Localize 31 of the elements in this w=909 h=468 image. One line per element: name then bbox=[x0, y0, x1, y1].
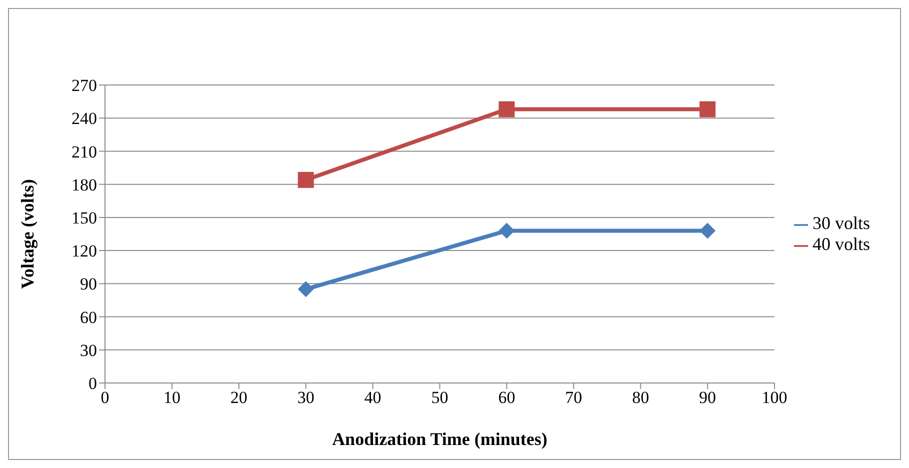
x-tick-label: 90 bbox=[699, 388, 716, 408]
x-tick-label: 60 bbox=[498, 388, 516, 408]
point bbox=[298, 281, 314, 298]
y-tick-label: 90 bbox=[80, 274, 97, 294]
point bbox=[700, 222, 716, 239]
point bbox=[298, 172, 314, 188]
x-axis-title: Anodization Time (minutes) bbox=[332, 429, 548, 449]
y-tick-label: 180 bbox=[72, 175, 97, 194]
y-tick-label: 60 bbox=[80, 308, 97, 327]
x-tick-label: 80 bbox=[632, 388, 650, 408]
y-tick-label: 30 bbox=[80, 340, 97, 360]
point bbox=[700, 101, 716, 118]
x-tick-label: 20 bbox=[230, 388, 248, 408]
y-tick-label: 210 bbox=[72, 142, 97, 162]
y-axis-title: Voltage (volts) bbox=[17, 179, 38, 289]
x-tick-label: 30 bbox=[297, 388, 314, 408]
x-tick-label: 100 bbox=[762, 388, 788, 408]
y-tick-label: 0 bbox=[88, 374, 97, 394]
y-tick-label: 240 bbox=[72, 109, 97, 128]
legend-label: 40 volts bbox=[812, 234, 870, 254]
legend-label: 30 volts bbox=[812, 213, 870, 233]
x-tick-label: 0 bbox=[100, 388, 110, 408]
y-tick-label: 150 bbox=[72, 208, 97, 228]
y-tick-label: 120 bbox=[72, 242, 97, 261]
x-tick-label: 40 bbox=[364, 388, 382, 408]
point bbox=[498, 222, 515, 239]
x-tick-label: 50 bbox=[431, 388, 448, 408]
x-tick-label: 10 bbox=[163, 388, 180, 408]
y-tick-label: 270 bbox=[72, 76, 97, 96]
x-tick-label: 70 bbox=[565, 388, 582, 408]
point bbox=[498, 101, 515, 118]
